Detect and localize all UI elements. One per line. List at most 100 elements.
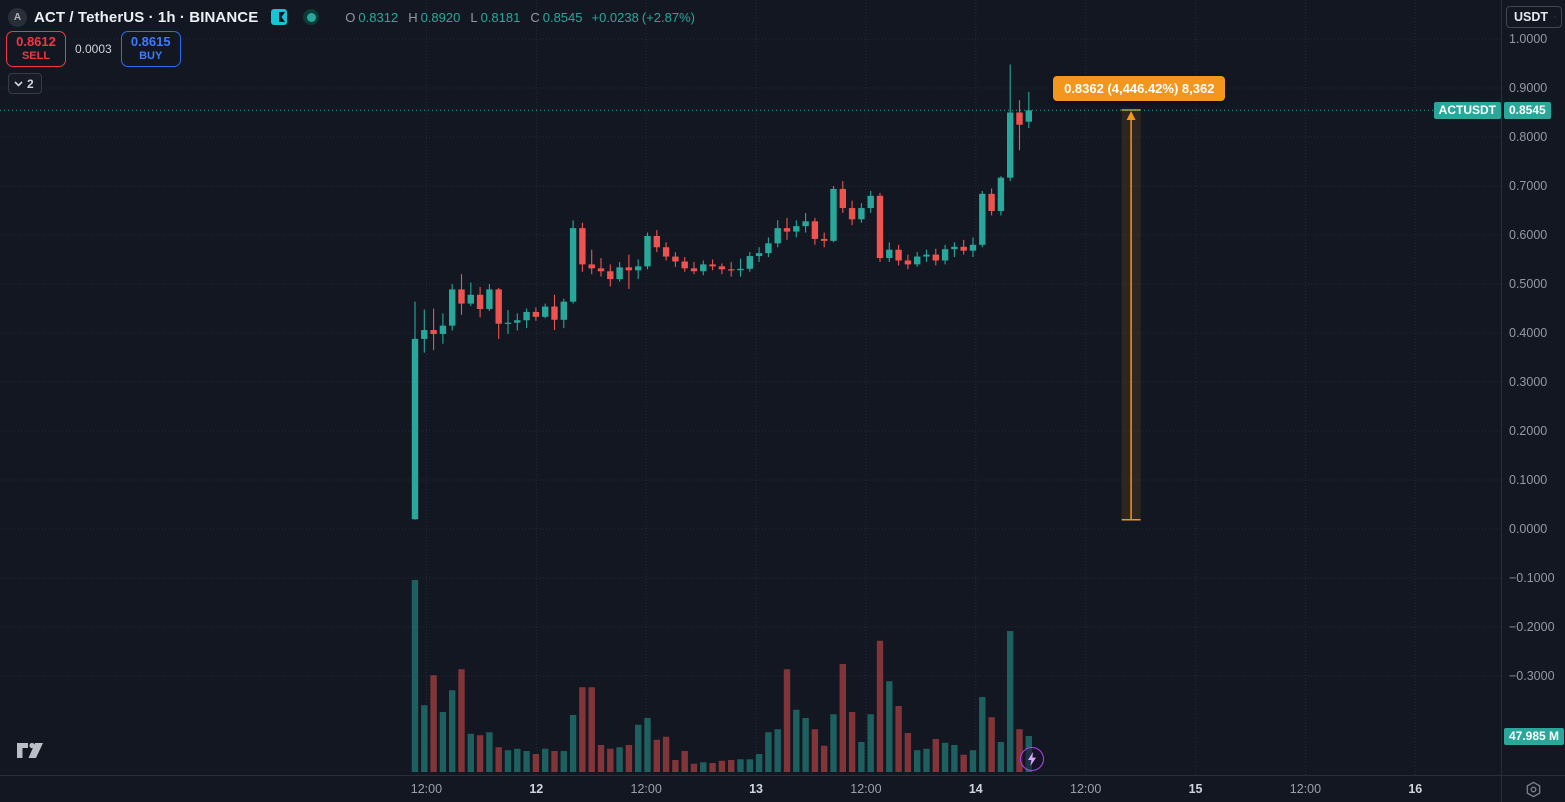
candle-body <box>579 228 586 265</box>
candle-body <box>830 188 837 241</box>
volume-bar <box>858 742 865 772</box>
volume-bar <box>597 745 605 772</box>
time-axis[interactable]: 12:00 12 12:00 13 12:00 14 12:00 15 12:00 16 <box>0 775 1501 802</box>
volume-bar <box>941 742 949 772</box>
volume-bar <box>821 745 828 772</box>
open-label: O <box>345 9 356 25</box>
volume-bar <box>588 687 595 772</box>
volume-bar <box>439 712 447 772</box>
volume-bar <box>411 580 419 772</box>
time-axis-label: 13 <box>749 782 763 796</box>
candle-body <box>867 195 874 209</box>
volume-bar <box>1007 631 1014 772</box>
axis-settings-button[interactable] <box>1501 775 1565 802</box>
volume-bar <box>504 750 512 772</box>
candle-body <box>1016 112 1023 125</box>
symbol-title[interactable]: ACT / TetherUS · 1h · BINANCE <box>34 8 259 26</box>
candle-body <box>969 244 977 251</box>
candle-body <box>449 289 456 326</box>
price-axis-label: 0.7000 <box>1509 178 1548 193</box>
candle-body <box>932 254 939 261</box>
candle-body <box>811 221 819 239</box>
object-tree-toggle[interactable]: 2 <box>8 73 42 94</box>
close-value: 0.8545 <box>542 9 583 25</box>
price-axis-label: 0.2000 <box>1509 423 1548 438</box>
candle-body <box>486 289 493 309</box>
candle-body <box>681 261 688 269</box>
volume-bar <box>997 742 1005 772</box>
candle-body <box>690 268 698 272</box>
volume-bar <box>932 739 939 772</box>
candle-body <box>616 267 623 280</box>
ohlc-values: O 0.8312 H 0.8920 L 0.8181 C 0.8545 +0.0238 … <box>338 10 695 25</box>
volume-bar <box>783 669 791 772</box>
candle-body <box>551 306 558 320</box>
volume-bar <box>793 709 800 772</box>
volume-bar <box>737 759 744 772</box>
price-range-label[interactable]: 0.8362 (4,446.42%) 8,362 <box>1053 76 1226 102</box>
volume-bar <box>895 706 902 772</box>
avatar[interactable]: A <box>8 7 27 27</box>
change-value: +0.0238 <box>591 9 639 25</box>
object-tree-count: 2 <box>27 76 34 91</box>
volume-bar <box>579 687 586 772</box>
candle-body <box>979 193 986 245</box>
high-label: H <box>408 9 418 25</box>
volume-bar <box>951 745 958 772</box>
candle-body <box>439 325 447 334</box>
volume-bar <box>672 760 679 772</box>
volume-bar <box>979 697 986 772</box>
current-price-tag: 0.8545 <box>1504 101 1551 119</box>
tradingview-logo[interactable] <box>16 740 46 761</box>
candle-body <box>821 238 828 241</box>
volume-bar <box>728 760 735 772</box>
candle-body <box>542 306 549 317</box>
market-status-icon[interactable] <box>303 9 320 25</box>
candle-body <box>532 311 540 317</box>
chevron-down-icon <box>14 80 23 87</box>
caret-down-icon <box>1554 16 1556 18</box>
candle-body <box>514 320 521 323</box>
sell-button[interactable]: 0.8612 SELL <box>6 31 66 67</box>
price-axis-label: 0.9000 <box>1509 80 1548 95</box>
chart-legend: A ACT / TetherUS · 1h · BINANCE O 0.8312 … <box>8 7 695 27</box>
price-axis-label: −0.2000 <box>1509 619 1555 634</box>
candle-body <box>504 322 512 324</box>
candle-body <box>560 301 567 320</box>
candle-body <box>718 266 726 270</box>
volume-bar <box>542 748 549 772</box>
flash-order-button[interactable] <box>1020 747 1044 771</box>
candle-body <box>625 267 633 271</box>
candle-body <box>951 246 958 250</box>
volume-axis-tag: 47.985 M <box>1504 727 1565 745</box>
candle-body <box>904 260 912 265</box>
candle-body <box>923 254 930 257</box>
lightning-icon <box>1028 752 1036 766</box>
volume-bar <box>551 751 558 772</box>
buy-button[interactable]: 0.8615 BUY <box>120 31 181 67</box>
candle-body <box>607 271 614 280</box>
candle-body <box>997 177 1005 211</box>
price-chart-canvas[interactable] <box>0 0 1501 775</box>
candle-body <box>709 264 716 267</box>
currency-dropdown[interactable]: USDT <box>1506 6 1562 28</box>
candle-body <box>421 330 428 339</box>
volume-bar <box>839 664 846 772</box>
price-axis[interactable]: USDT 1.0000 0.9000 0.8000 0.7000 0.6000 0.500… <box>1501 0 1565 775</box>
volume-bar <box>765 732 772 772</box>
candle-body <box>988 193 995 211</box>
change-percent: (+2.87%) <box>641 9 695 25</box>
volume-bar <box>681 751 688 772</box>
volume-bar <box>467 733 474 772</box>
candle-body <box>476 294 484 309</box>
buy-sell-panel: 0.8612 SELL 0.0003 0.8615 BUY <box>6 31 181 67</box>
volume-bar <box>458 669 465 772</box>
candle-body <box>793 226 800 232</box>
volume-bar <box>532 754 540 772</box>
candle-body <box>1025 110 1032 122</box>
volume-bar <box>569 715 577 772</box>
volume-bar <box>746 759 753 772</box>
candle-body <box>588 264 595 269</box>
volume-bar <box>848 712 856 772</box>
